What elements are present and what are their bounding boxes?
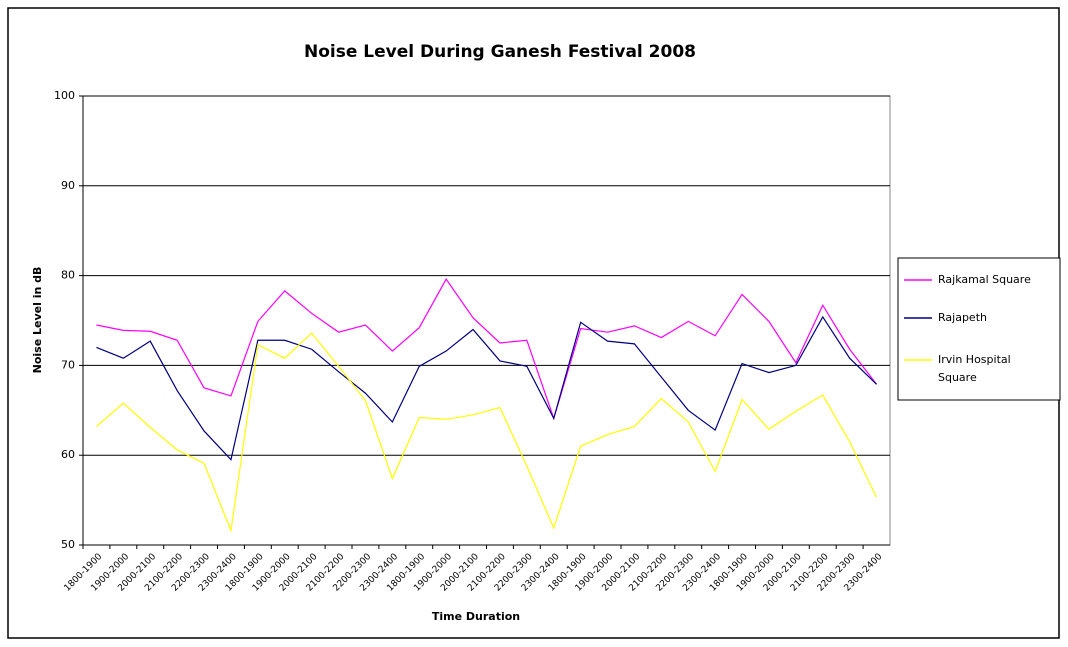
series-line xyxy=(96,278,878,421)
y-tick-label: 100 xyxy=(54,89,75,102)
y-axis-label: Noise Level in dB xyxy=(31,267,44,374)
chart-title: Noise Level During Ganesh Festival 2008 xyxy=(304,42,696,62)
legend-label: Irvin Hospital Square xyxy=(938,353,1011,384)
y-tick-label: 50 xyxy=(61,538,75,551)
legend xyxy=(897,257,1061,401)
legend-label: Rajkamal Square xyxy=(938,273,1031,286)
series-line xyxy=(96,315,877,461)
x-axis-label: Time Duration xyxy=(432,610,520,623)
plot-area xyxy=(82,95,891,546)
y-tick-label: 60 xyxy=(61,448,75,461)
series-line xyxy=(96,332,878,533)
legend-label: Rajapeth xyxy=(938,311,987,324)
y-tick-label: 90 xyxy=(61,179,75,192)
y-tick-label: 70 xyxy=(61,358,75,371)
y-tick-label: 80 xyxy=(61,269,75,282)
